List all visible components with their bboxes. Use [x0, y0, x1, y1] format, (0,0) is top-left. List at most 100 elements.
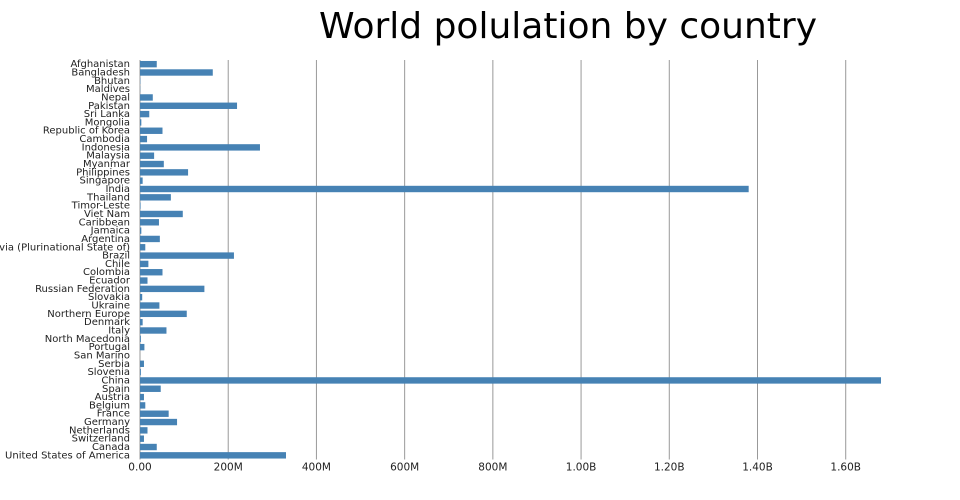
bar [140, 102, 238, 109]
bar [140, 435, 144, 442]
bar [140, 252, 234, 259]
y-tick-label: Cambodia [79, 134, 130, 145]
bar [140, 69, 213, 76]
y-tick-label: Switzerland [72, 434, 130, 445]
y-tick-label: France [97, 409, 130, 420]
y-tick-label: Slovenia [87, 367, 130, 378]
bar [140, 152, 155, 159]
y-tick-label: Colombia [83, 267, 130, 278]
bar [140, 427, 148, 434]
y-tick-label: Afghanistan [70, 59, 130, 70]
y-tick-label: Argentina [81, 234, 130, 245]
y-tick-label: Nepal [101, 92, 130, 103]
bar [140, 210, 183, 218]
bar [140, 135, 148, 143]
bar [140, 327, 167, 334]
bar [140, 335, 141, 343]
bar [140, 260, 149, 268]
bar [140, 60, 157, 68]
y-tick-label: Viet Nam [84, 209, 130, 220]
bar [140, 94, 153, 101]
y-tick-label: Russian Federation [35, 284, 130, 295]
bar [140, 110, 150, 118]
x-tick-label: 0.00 [128, 462, 151, 474]
x-tick-label: 200M [214, 462, 243, 474]
bar [140, 302, 160, 309]
y-tick-label: Jamaica [90, 226, 130, 237]
x-tick-label: 1.20B [654, 462, 685, 474]
bar [140, 127, 163, 134]
bar [140, 377, 881, 384]
bar [140, 368, 141, 376]
y-tick-label: Bhutan [94, 76, 130, 87]
y-tick-label: India [105, 184, 130, 195]
bar [140, 169, 189, 176]
bar [140, 119, 142, 126]
bar [140, 194, 171, 201]
y-tick-label: China [101, 375, 130, 386]
y-tick-label: Mongolia [85, 117, 130, 128]
bar [140, 160, 164, 168]
bar [140, 410, 169, 417]
bar [140, 235, 160, 243]
y-tick-label: Brazil [102, 251, 130, 262]
bar [140, 294, 143, 301]
y-tick-label: Bangladesh [71, 67, 130, 78]
bar [140, 360, 144, 367]
bar [140, 310, 187, 318]
y-tick-label: Singapore [80, 176, 130, 187]
bar [140, 343, 145, 351]
y-tick-label: Myanmar [83, 159, 131, 170]
x-tick-label: 400M [302, 462, 331, 474]
y-tick-label: Netherlands [69, 425, 130, 436]
y-tick-label: Italy [108, 325, 130, 336]
y-tick-label: Chile [105, 259, 130, 270]
y-tick-label: Austria [95, 392, 130, 403]
y-tick-label: Republic of Korea [43, 126, 130, 137]
bar [140, 277, 148, 284]
y-tick-label: United States of America [5, 450, 130, 461]
y-tick-label: Spain [102, 384, 130, 395]
x-tick-label: 600M [390, 462, 419, 474]
bar [140, 144, 260, 151]
y-tick-label: North Macedonia [45, 334, 130, 345]
x-tick-label: 1.00B [566, 462, 597, 474]
y-tick-label: Ecuador [89, 276, 131, 287]
y-tick-label: Portugal [89, 342, 130, 353]
chart-title: World polulation by country [319, 6, 817, 47]
bar [140, 393, 144, 401]
y-tick-label: Belgium [89, 400, 130, 411]
y-tick-label: Serbia [98, 359, 130, 370]
y-tick-label: Timor-Leste [71, 201, 130, 212]
y-tick-label: Thailand [86, 192, 130, 203]
bar [140, 385, 161, 392]
y-tick-label: San Marino [74, 350, 130, 361]
y-tick-label: Indonesia [82, 142, 130, 153]
bar [140, 227, 142, 234]
y-tick-label: Germany [84, 417, 130, 428]
x-tick-label: 1.60B [830, 462, 861, 474]
y-tick-label: Slovakia [88, 292, 130, 303]
x-tick-label: 1.40B [742, 462, 773, 474]
y-tick-label: Canada [92, 442, 130, 453]
y-tick-label: Malaysia [86, 151, 130, 162]
y-tick-label: Ukraine [91, 301, 130, 312]
bar [140, 402, 146, 409]
y-tick-label: Bolivia (Plurinational State of) [0, 242, 130, 253]
y-tick-label: Denmark [84, 317, 130, 328]
bar [140, 177, 143, 184]
bar [140, 219, 159, 226]
bar [140, 202, 141, 209]
y-tick-label: Philippines [76, 167, 130, 178]
y-tick-label: Maldives [86, 84, 130, 95]
bar [140, 269, 163, 276]
bar [140, 418, 178, 426]
bar [140, 244, 146, 251]
bar [140, 285, 205, 293]
bar [140, 452, 286, 459]
bar [140, 185, 749, 193]
y-tick-label: Caribbean [79, 217, 130, 228]
y-tick-label: Pakistan [88, 101, 130, 112]
y-tick-label: Northern Europe [47, 309, 130, 320]
